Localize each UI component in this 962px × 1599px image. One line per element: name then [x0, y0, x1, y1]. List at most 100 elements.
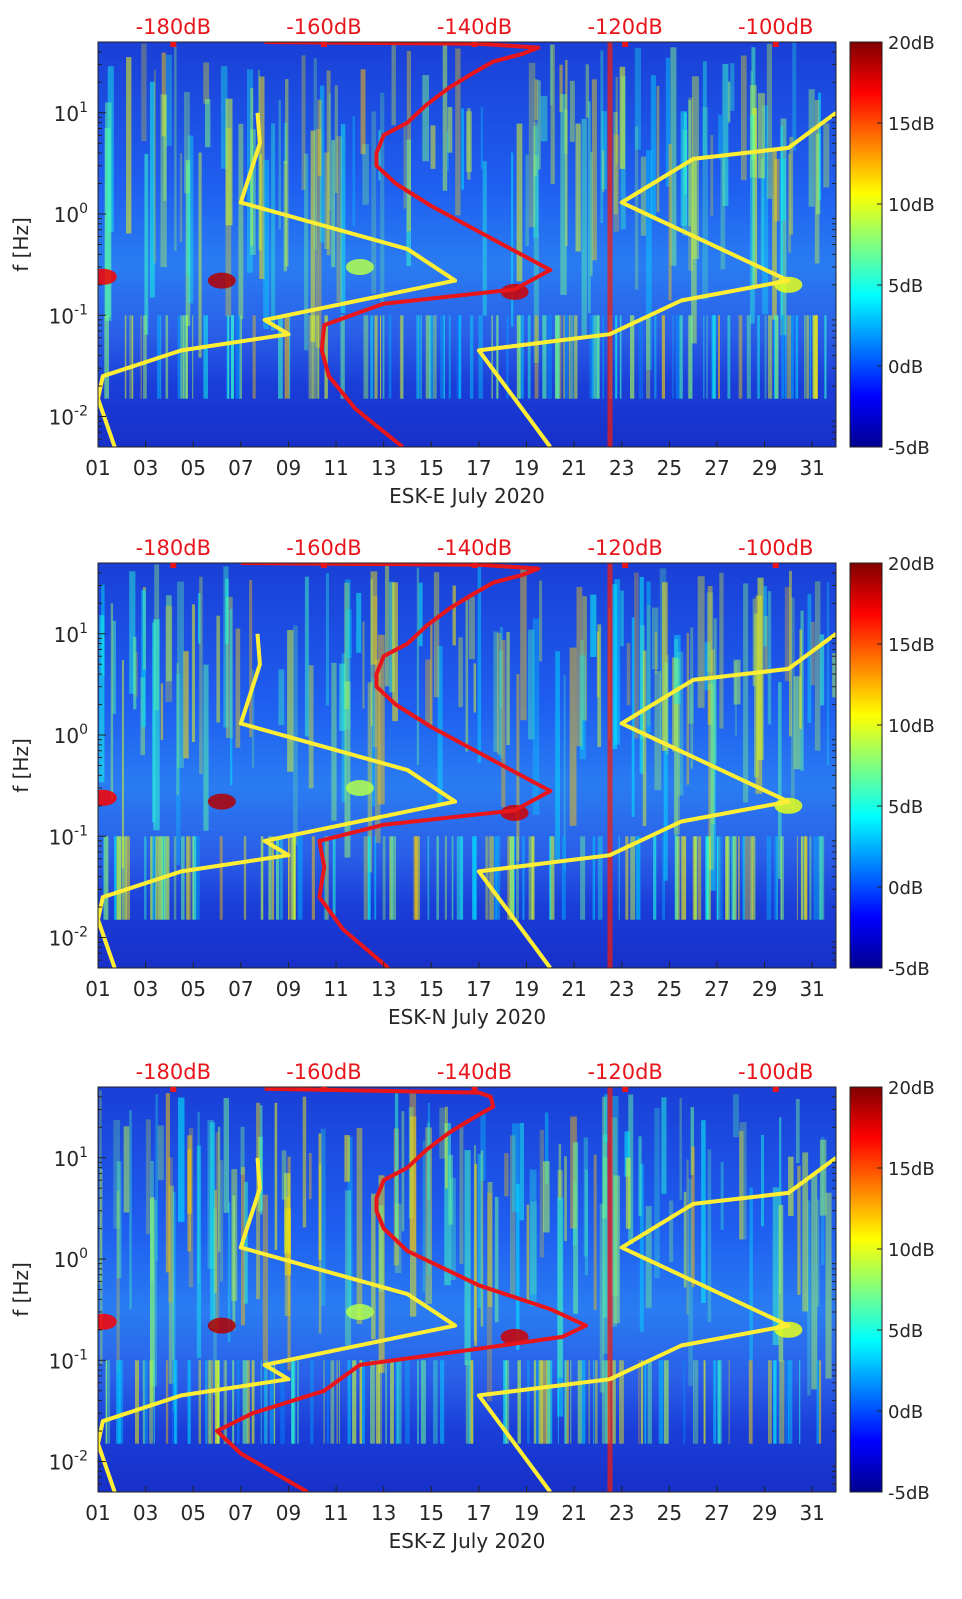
y-tick-label: 10-2	[49, 404, 88, 430]
colorbar-tick-label: 10dB	[888, 1240, 935, 1261]
y-tick-label: 10-1	[49, 302, 88, 328]
colorbar-tick-label: -5dB	[888, 959, 930, 980]
x-tick-label: 21	[561, 1501, 586, 1525]
y-axis-label: f [Hz]	[9, 738, 33, 793]
x-tick-label: 09	[276, 456, 301, 480]
top-db-tick-label: -120dB	[587, 1060, 662, 1084]
noise-model-line	[98, 1157, 458, 1492]
spectrogram-panel: 01 03 05 07 09 11 13 15 17 19 21 23 25 27 29 31 ESK-N Ju…	[9, 536, 935, 1029]
x-axis-label: ESK-E July 2020	[389, 484, 545, 508]
y-tick-label: 101	[54, 100, 88, 126]
x-tick-label: 01	[85, 977, 110, 1001]
x-tick-label: 01	[85, 456, 110, 480]
colorbar-tick-label: 20dB	[888, 33, 935, 54]
x-tick-label: 29	[752, 977, 777, 1001]
x-tick-label: 03	[133, 1501, 158, 1525]
top-db-tick-label: -180dB	[136, 15, 211, 39]
x-tick-label: 13	[371, 977, 396, 1001]
x-axis-label: ESK-Z July 2020	[389, 1529, 546, 1553]
x-tick-label: 23	[609, 1501, 634, 1525]
y-tick-label: 10-1	[49, 1347, 88, 1373]
y-axis-label: f [Hz]	[9, 217, 33, 272]
y-tick-label: 10-1	[49, 823, 88, 849]
y-tick-label: 10-2	[49, 925, 88, 951]
colorbar-tick-label: 20dB	[888, 1078, 935, 1099]
x-tick-label: 17	[466, 1501, 491, 1525]
top-db-tick-label: -100dB	[738, 15, 813, 39]
spectrogram-streaks	[99, 1090, 832, 1444]
x-tick-label: 11	[323, 456, 348, 480]
top-db-tick-label: -140dB	[437, 536, 512, 560]
y-tick-label: 100	[54, 1246, 88, 1272]
x-tick-label: 13	[371, 456, 396, 480]
x-tick-label: 07	[228, 456, 253, 480]
noise-model-line	[476, 632, 836, 968]
y-tick-label: 101	[54, 621, 88, 647]
x-tick-label: 29	[752, 456, 777, 480]
noise-model-line	[98, 633, 458, 968]
top-db-tick-label: -140dB	[437, 15, 512, 39]
x-tick-label: 11	[323, 1501, 348, 1525]
colorbar	[849, 41, 883, 448]
x-tick-label: 27	[704, 977, 729, 1001]
x-tick-label: 15	[419, 1501, 444, 1525]
top-db-tick-label: -160dB	[286, 1060, 361, 1084]
top-db-tick-label: -160dB	[286, 15, 361, 39]
spectrogram-streaks	[104, 42, 830, 399]
colorbar-tick-label: -5dB	[888, 438, 930, 459]
colorbar-tick-label: 5dB	[888, 797, 923, 818]
colorbar-tick-label: 15dB	[888, 114, 935, 135]
colorbar-tick-label: 5dB	[888, 1321, 923, 1342]
x-tick-label: 15	[419, 977, 444, 1001]
colorbar-tick-label: 20dB	[888, 554, 935, 575]
x-tick-label: 09	[276, 977, 301, 1001]
top-db-tick-label: -100dB	[738, 1060, 813, 1084]
x-tick-label: 27	[704, 1501, 729, 1525]
top-db-tick-label: -120dB	[587, 15, 662, 39]
x-tick-label: 29	[752, 1501, 777, 1525]
y-tick-label: 100	[54, 722, 88, 748]
x-tick-label: 09	[276, 1501, 301, 1525]
median-psd-line	[240, 563, 553, 968]
spectrogram-panel: 01 03 05 07 09 11 13 15 17 19 21 23 25 27 29 31 ESK-Z Ju…	[9, 1060, 935, 1553]
noise-model-line	[98, 112, 458, 447]
colorbar-tick-label: 5dB	[888, 276, 923, 297]
x-tick-label: 15	[419, 456, 444, 480]
x-tick-label: 05	[180, 1501, 205, 1525]
x-tick-label: 21	[561, 977, 586, 1001]
x-tick-label: 25	[657, 456, 682, 480]
x-tick-label: 31	[799, 1501, 824, 1525]
y-axis-label: f [Hz]	[9, 1262, 33, 1317]
x-tick-label: 19	[514, 977, 539, 1001]
top-db-tick-label: -160dB	[286, 536, 361, 560]
top-db-tick-label: -100dB	[738, 536, 813, 560]
colorbar-tick-label: 0dB	[888, 878, 923, 899]
colorbar-tick-label: 0dB	[888, 357, 923, 378]
colorbar-tick-label: 10dB	[888, 716, 935, 737]
x-tick-label: 23	[609, 456, 634, 480]
colorbar-tick-label: -5dB	[888, 1483, 930, 1504]
x-tick-label: 13	[371, 1501, 396, 1525]
spectrogram-panel: 01 03 05 07 09 11 13 15 17 19 21 23 25 27 29 31 ESK-E Ju…	[9, 15, 935, 508]
y-tick-label: 100	[54, 201, 88, 227]
colorbar	[849, 1086, 883, 1493]
x-axis-label: ESK-N July 2020	[388, 1005, 546, 1029]
median-psd-line	[264, 42, 553, 447]
y-tick-label: 101	[54, 1145, 88, 1171]
colorbar-tick-label: 15dB	[888, 635, 935, 656]
top-db-tick-label: -140dB	[437, 1060, 512, 1084]
x-tick-label: 19	[514, 456, 539, 480]
noise-model-line	[476, 111, 836, 447]
x-tick-label: 25	[657, 1501, 682, 1525]
x-tick-label: 25	[657, 977, 682, 1001]
x-tick-label: 07	[228, 1501, 253, 1525]
x-tick-label: 05	[180, 977, 205, 1001]
top-db-tick-label: -180dB	[136, 536, 211, 560]
x-tick-label: 11	[323, 977, 348, 1001]
colorbar	[849, 562, 883, 969]
top-db-tick-label: -180dB	[136, 1060, 211, 1084]
x-tick-label: 31	[799, 456, 824, 480]
x-tick-label: 17	[466, 456, 491, 480]
x-tick-label: 27	[704, 456, 729, 480]
